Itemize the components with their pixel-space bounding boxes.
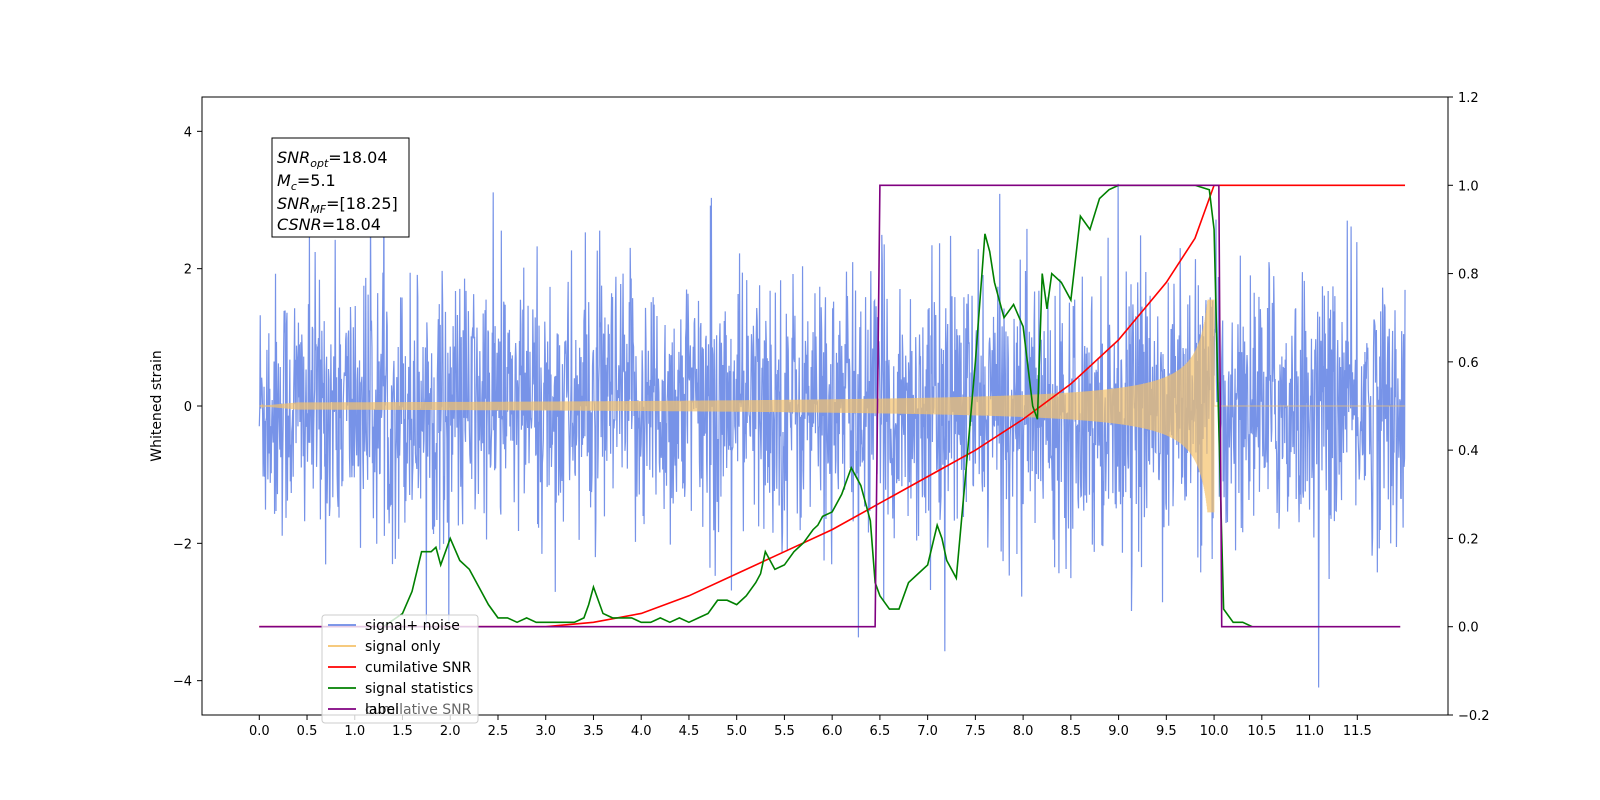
signal-only-trace [259,299,1406,513]
x-tick-label: 10.5 [1247,724,1276,739]
x-tick-label: 3.0 [535,724,556,739]
x-tick-label: 2.0 [440,724,461,739]
signal-only-series [259,299,1406,513]
y-right-tick-label: 0.2 [1458,532,1479,547]
annotation-mc: Mc=5.1 [277,171,336,193]
signal-statistics-series [382,184,1253,628]
legend-label-signal-noise: signal+ noise [365,618,460,634]
legend-ghost-text: cumilative SNR [365,702,472,718]
x-tick-label: 8.5 [1061,724,1082,739]
y-left-tick-label: 4 [184,125,192,140]
y-axis-left: −4 −2 0 2 4 [173,125,202,690]
legend-label-cumulative-snr: cumilative SNR [365,660,472,676]
x-tick-label: 2.5 [488,724,509,739]
x-tick-label: 9.0 [1108,724,1129,739]
y-left-tick-label: −2 [173,537,192,552]
y-right-tick-label: 0.6 [1458,356,1479,371]
x-tick-label: 1.5 [392,724,413,739]
legend-label-label: label [365,702,399,718]
label-series [259,184,1401,628]
signal-noise-trace [258,157,1406,688]
x-tick-label: 6.5 [870,724,891,739]
x-tick-label: 11.5 [1343,724,1372,739]
annotation-box: SNRopt=18.04 Mc=5.1 SNRMF=[18.25] CSNR=1… [271,137,410,238]
x-tick-label: 4.0 [631,724,652,739]
x-tick-label: 7.5 [965,724,986,739]
x-tick-label: 6.0 [822,724,843,739]
signal-noise-series [258,157,1406,688]
x-tick-label: 10.0 [1200,724,1229,739]
x-tick-label: 0.0 [249,724,270,739]
legend-label-signal-statistics: signal statistics [365,681,473,697]
x-tick-label: 11.0 [1295,724,1324,739]
y-axis-label: Whitened strain [149,350,165,461]
y-left-tick-label: −4 [173,675,192,690]
x-tick-label: 3.5 [583,724,604,739]
y-right-tick-label: 0.8 [1458,268,1479,283]
legend-label-signal-only: signal only [365,639,440,655]
x-tick-label: 5.5 [774,724,795,739]
x-tick-label: 0.5 [297,724,318,739]
y-left-tick-label: 0 [184,400,192,415]
x-tick-label: 7.0 [917,724,938,739]
legend: cumilative SNR signal+ noise signal only… [321,614,479,724]
y-left-tick-label: 2 [184,263,192,278]
x-tick-label: 5.0 [726,724,747,739]
y-axis-right: −0.2 0.0 0.2 0.4 0.6 0.8 1.0 1.2 [1448,91,1490,724]
y-right-tick-label: 0.4 [1458,444,1479,459]
annotation-snr-opt: SNRopt=18.04 [277,148,388,170]
annotation-snr-mf: SNRMF=[18.25] [277,194,398,216]
y-right-tick-label: −0.2 [1458,709,1490,724]
cumulative-snr-series [259,184,1406,628]
x-tick-label: 1.0 [344,724,365,739]
x-tick-label: 9.5 [1156,724,1177,739]
y-right-tick-label: 0.0 [1458,621,1479,636]
annotation-csnr: CSNR=18.04 [277,215,381,234]
x-tick-label: 8.0 [1013,724,1034,739]
y-right-tick-label: 1.2 [1458,91,1479,106]
x-axis: 0.0 0.5 1.0 1.5 2.0 2.5 3.0 3.5 4.0 4.5 5.0 5.5 6.0 6… [249,715,1372,739]
x-tick-label: 4.5 [679,724,700,739]
y-right-tick-label: 1.0 [1458,179,1479,194]
